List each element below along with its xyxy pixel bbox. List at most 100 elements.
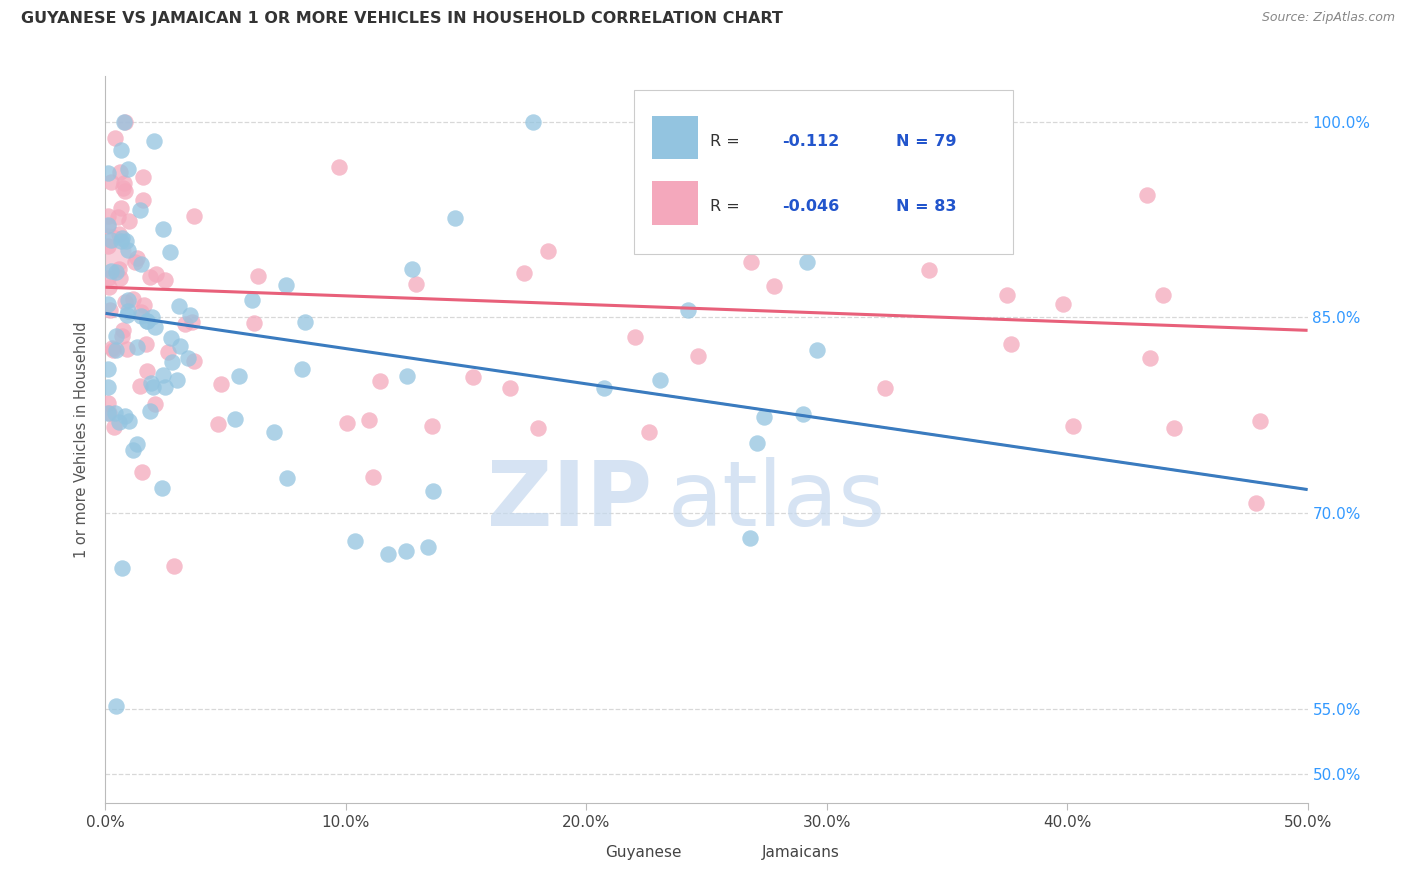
Point — [112, 176, 135, 190]
Point — [401, 261, 423, 276]
Text: GUYANESE VS JAMAICAN 1 OR MORE VEHICLES IN HOUSEHOLD CORRELATION CHART: GUYANESE VS JAMAICAN 1 OR MORE VEHICLES … — [21, 11, 783, 26]
Point — [420, 419, 443, 434]
Point — [110, 235, 132, 249]
Point — [97, 239, 120, 253]
Point — [105, 265, 128, 279]
Point — [361, 470, 384, 484]
Point — [104, 406, 127, 420]
Point — [108, 227, 131, 242]
Point — [526, 421, 548, 435]
FancyBboxPatch shape — [716, 838, 752, 866]
Point — [135, 337, 157, 351]
FancyBboxPatch shape — [652, 181, 699, 225]
Point — [141, 310, 163, 324]
Point — [224, 411, 246, 425]
Point — [125, 437, 148, 451]
Text: N = 83: N = 83 — [897, 199, 957, 214]
Point — [122, 442, 145, 457]
Point — [114, 409, 136, 423]
Point — [291, 361, 314, 376]
Point — [1136, 188, 1159, 202]
Point — [129, 257, 152, 271]
Point — [163, 559, 186, 574]
Point — [875, 381, 897, 395]
Point — [132, 170, 155, 185]
Point — [101, 343, 124, 358]
Point — [155, 273, 177, 287]
Point — [752, 409, 775, 424]
Point — [117, 161, 139, 176]
Point — [796, 255, 818, 269]
Point — [343, 533, 366, 548]
Point — [763, 279, 786, 293]
Point — [112, 114, 135, 128]
Point — [135, 314, 157, 328]
Point — [1152, 288, 1174, 302]
Point — [150, 481, 173, 495]
Point — [129, 202, 152, 217]
Point — [207, 417, 229, 431]
Point — [97, 166, 120, 180]
Point — [115, 234, 138, 248]
Point — [162, 355, 184, 369]
Point — [638, 425, 661, 440]
Point — [104, 699, 127, 714]
Point — [108, 415, 131, 429]
Text: R =: R = — [710, 199, 745, 214]
Text: atlas: atlas — [668, 457, 886, 545]
Text: Source: ZipAtlas.com: Source: ZipAtlas.com — [1261, 11, 1395, 24]
Point — [179, 309, 201, 323]
Point — [336, 416, 359, 430]
Point — [1249, 414, 1271, 428]
Point — [117, 214, 139, 228]
Point — [108, 271, 131, 285]
Point — [145, 267, 167, 281]
Point — [125, 340, 148, 354]
Point — [1163, 421, 1185, 435]
Point — [136, 363, 159, 377]
Point — [537, 244, 560, 259]
Point — [294, 315, 316, 329]
Point — [117, 244, 139, 258]
Point — [181, 315, 204, 329]
Point — [359, 413, 381, 427]
Point — [100, 175, 122, 189]
Point — [108, 262, 131, 277]
Point — [1139, 351, 1161, 365]
Point — [105, 343, 128, 358]
Point — [377, 547, 399, 561]
Point — [152, 222, 174, 236]
Point — [962, 169, 984, 184]
Point — [688, 349, 710, 363]
Point — [395, 543, 418, 558]
Point — [115, 308, 138, 322]
Point — [112, 323, 135, 337]
Point — [740, 254, 762, 268]
Point — [738, 531, 761, 545]
Point — [159, 244, 181, 259]
Point — [101, 341, 124, 355]
Point — [228, 368, 250, 383]
Point — [132, 297, 155, 311]
Point — [396, 369, 419, 384]
Point — [328, 160, 350, 174]
Point — [692, 137, 714, 152]
Point — [117, 293, 139, 308]
Point — [127, 251, 149, 265]
FancyBboxPatch shape — [634, 90, 1014, 254]
Point — [139, 270, 162, 285]
Point — [169, 339, 191, 353]
Point — [141, 376, 163, 390]
FancyBboxPatch shape — [652, 116, 699, 160]
Point — [132, 193, 155, 207]
Point — [98, 302, 121, 317]
Point — [108, 165, 131, 179]
Point — [131, 465, 153, 479]
Point — [97, 297, 120, 311]
Point — [1246, 496, 1268, 510]
Point — [100, 264, 122, 278]
Point — [97, 380, 120, 394]
Point — [97, 280, 120, 294]
Point — [676, 303, 699, 318]
Point — [166, 373, 188, 387]
